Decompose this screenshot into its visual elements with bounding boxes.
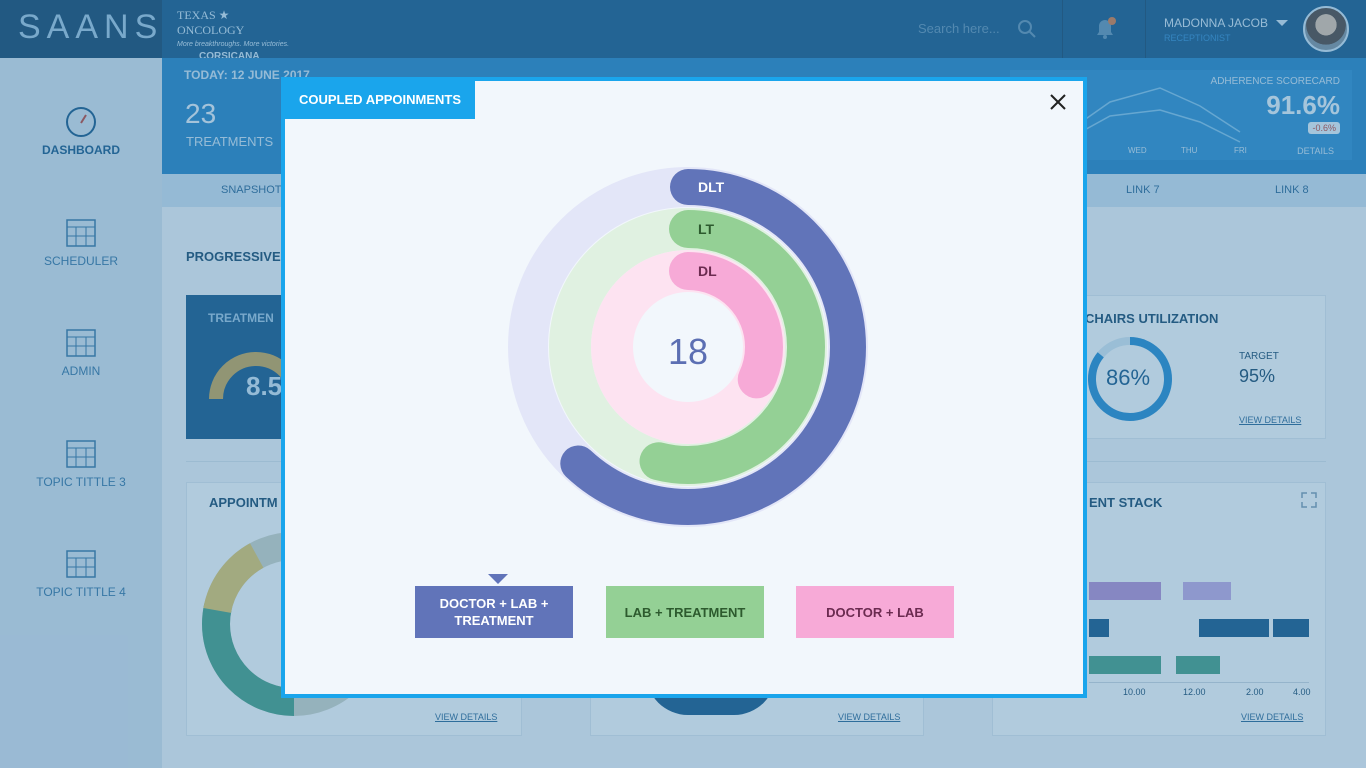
tab-link-8[interactable]: LINK 8 (1275, 184, 1309, 196)
section-title: PROGRESSIVE (186, 249, 281, 264)
ring-arc-dlt[interactable] (510, 169, 866, 525)
legend-selected-marker (488, 574, 508, 584)
legend-label: LAB + TREATMENT (624, 604, 746, 620)
appointments-title: APPOINTM (209, 495, 278, 510)
chairs-title: CHAIRS UTILIZATION (1085, 311, 1219, 326)
chairs-target-label: TARGET (1239, 351, 1279, 362)
top-bar (0, 0, 1366, 58)
scorecard-day: WED (1128, 146, 1147, 155)
chairs-ring (1088, 337, 1172, 421)
scorecard-day: FRI (1234, 146, 1247, 155)
sidebar-item-topic-4[interactable]: TOPIC TITTLE 4 (0, 547, 162, 599)
stack-bar (1089, 582, 1161, 600)
ring-label-dl: DL (698, 263, 717, 279)
sidebar-item-label: TOPIC TITTLE 3 (36, 475, 126, 489)
stack-bar (1273, 619, 1309, 637)
app-logo[interactable]: SAANS (0, 0, 162, 58)
stack-tick-label: 10.00 (1123, 687, 1146, 697)
user-name: MADONNA JACOB (1164, 16, 1269, 30)
appointments-view-details-link[interactable]: VIEW DETAILS (435, 712, 498, 722)
stack-bar (1199, 619, 1269, 637)
stack-title: ENT STACK (1089, 495, 1163, 510)
org-logo: TEXAS ★ ONCOLOGY More breakthroughs. Mor… (177, 8, 292, 62)
bell-icon (1097, 17, 1116, 39)
sidebar-item-label: ADMIN (61, 364, 101, 378)
stack-bar (1089, 619, 1109, 637)
calendar-icon (66, 440, 96, 468)
chairs-view-details-link[interactable]: VIEW DETAILS (1239, 415, 1302, 425)
treatments-label: TREATMENTS (186, 134, 274, 149)
scorecard-value: 91.6% (1266, 90, 1340, 120)
sidebar-item-label: DASHBOARD (42, 143, 120, 157)
tab-link-7[interactable]: LINK 7 (1126, 184, 1160, 196)
tab-snapshot[interactable]: SNAPSHOT (221, 184, 282, 196)
scorecard-details-link[interactable]: DETAILS (1297, 146, 1334, 156)
calendar-icon (66, 550, 96, 578)
legend-label: DOCTOR + LAB (826, 604, 924, 620)
org-name-line1: TEXAS (177, 8, 216, 22)
calendar-icon (66, 329, 96, 357)
dashboard-gauge-icon (66, 107, 96, 137)
calendar-icon (66, 219, 96, 247)
scorecard-day: THU (1181, 146, 1198, 155)
sidebar-item-dashboard[interactable]: DASHBOARD (0, 105, 162, 157)
search-icon[interactable] (1018, 20, 1036, 38)
treatments-count: 23 (185, 98, 217, 129)
stack-tick-label: 12.00 (1183, 687, 1206, 697)
close-icon[interactable] (1047, 91, 1069, 113)
org-tagline: More breakthroughs. More victories. (177, 41, 290, 48)
treatment-card-title: TREATMEN (208, 311, 274, 325)
treatment-card-value: 8.5 (246, 371, 283, 401)
legend-doctor-lab-treatment[interactable]: DOCTOR + LAB + TREATMENT (415, 586, 573, 638)
scorecard-sparkline (1070, 87, 1241, 143)
ring-arc-dl[interactable] (593, 252, 783, 442)
org-location: CORSICANA (199, 51, 260, 62)
stack-bar (1176, 656, 1220, 674)
search-placeholder: Search here... (918, 21, 1000, 36)
header-divider-2 (1145, 0, 1146, 58)
sidebar-item-admin[interactable]: ADMIN (0, 326, 162, 378)
coupled-appointments-ring-chart: DLT LT DL (508, 167, 868, 527)
middle-view-details-link[interactable]: VIEW DETAILS (838, 712, 901, 722)
expand-icon[interactable] (1300, 491, 1318, 509)
org-name-line2: ONCOLOGY (177, 23, 245, 37)
star-icon: ★ (218, 8, 230, 22)
notification-bell[interactable] (1092, 16, 1118, 42)
stack-tick-label: 4.00 (1293, 687, 1311, 697)
scorecard-delta: -0.6% (1308, 122, 1340, 134)
coupled-appointments-modal: COUPLED APPOINMENTS DLT LT DL 18 DOCTOR + … (281, 77, 1087, 698)
sidebar-item-label: SCHEDULER (43, 254, 118, 268)
chevron-down-icon (1276, 20, 1288, 26)
chairs-value: 86% (1106, 365, 1151, 390)
scorecard-title: ADHERENCE SCORECARD (1210, 76, 1340, 87)
legend-lab-treatment[interactable]: LAB + TREATMENT (606, 586, 764, 638)
ring-label-lt: LT (698, 221, 715, 237)
stack-view-details-link[interactable]: VIEW DETAILS (1241, 712, 1304, 722)
sidebar-item-label: TOPIC TITTLE 4 (36, 585, 126, 599)
stack-tick-label: 2.00 (1246, 687, 1264, 697)
chairs-target-value: 95% (1239, 366, 1276, 386)
ring-center-value: 18 (667, 331, 709, 372)
stack-bar (1089, 656, 1161, 674)
avatar[interactable] (1303, 6, 1349, 52)
user-menu[interactable]: MADONNA JACOB RECEPTIONIST (1164, 16, 1294, 46)
sidebar-item-scheduler[interactable]: SCHEDULER (0, 216, 162, 268)
legend-label: DOCTOR + LAB + TREATMENT (439, 596, 549, 628)
user-role: RECEPTIONIST (1164, 33, 1231, 43)
chairs-utilization-card: CHAIRS UTILIZATION 86% TARGET 95% VIEW D… (1070, 295, 1326, 439)
sidebar (0, 58, 162, 768)
stack-bar (1183, 582, 1231, 600)
legend-doctor-lab[interactable]: DOCTOR + LAB (796, 586, 954, 638)
banner-date: TODAY: 12 JUNE 2017 (184, 68, 310, 82)
app-logo-text: SAANS (18, 8, 164, 46)
header-divider (1062, 0, 1063, 58)
stack-axis-line (1089, 682, 1309, 683)
sidebar-item-topic-3[interactable]: TOPIC TITTLE 3 (0, 437, 162, 489)
modal-title: COUPLED APPOINMENTS (285, 81, 476, 119)
ring-arc-lt[interactable] (551, 210, 825, 484)
search-input[interactable]: Search here... (918, 20, 1038, 40)
ring-center (640, 299, 736, 395)
ring-label-dlt: DLT (698, 179, 725, 195)
